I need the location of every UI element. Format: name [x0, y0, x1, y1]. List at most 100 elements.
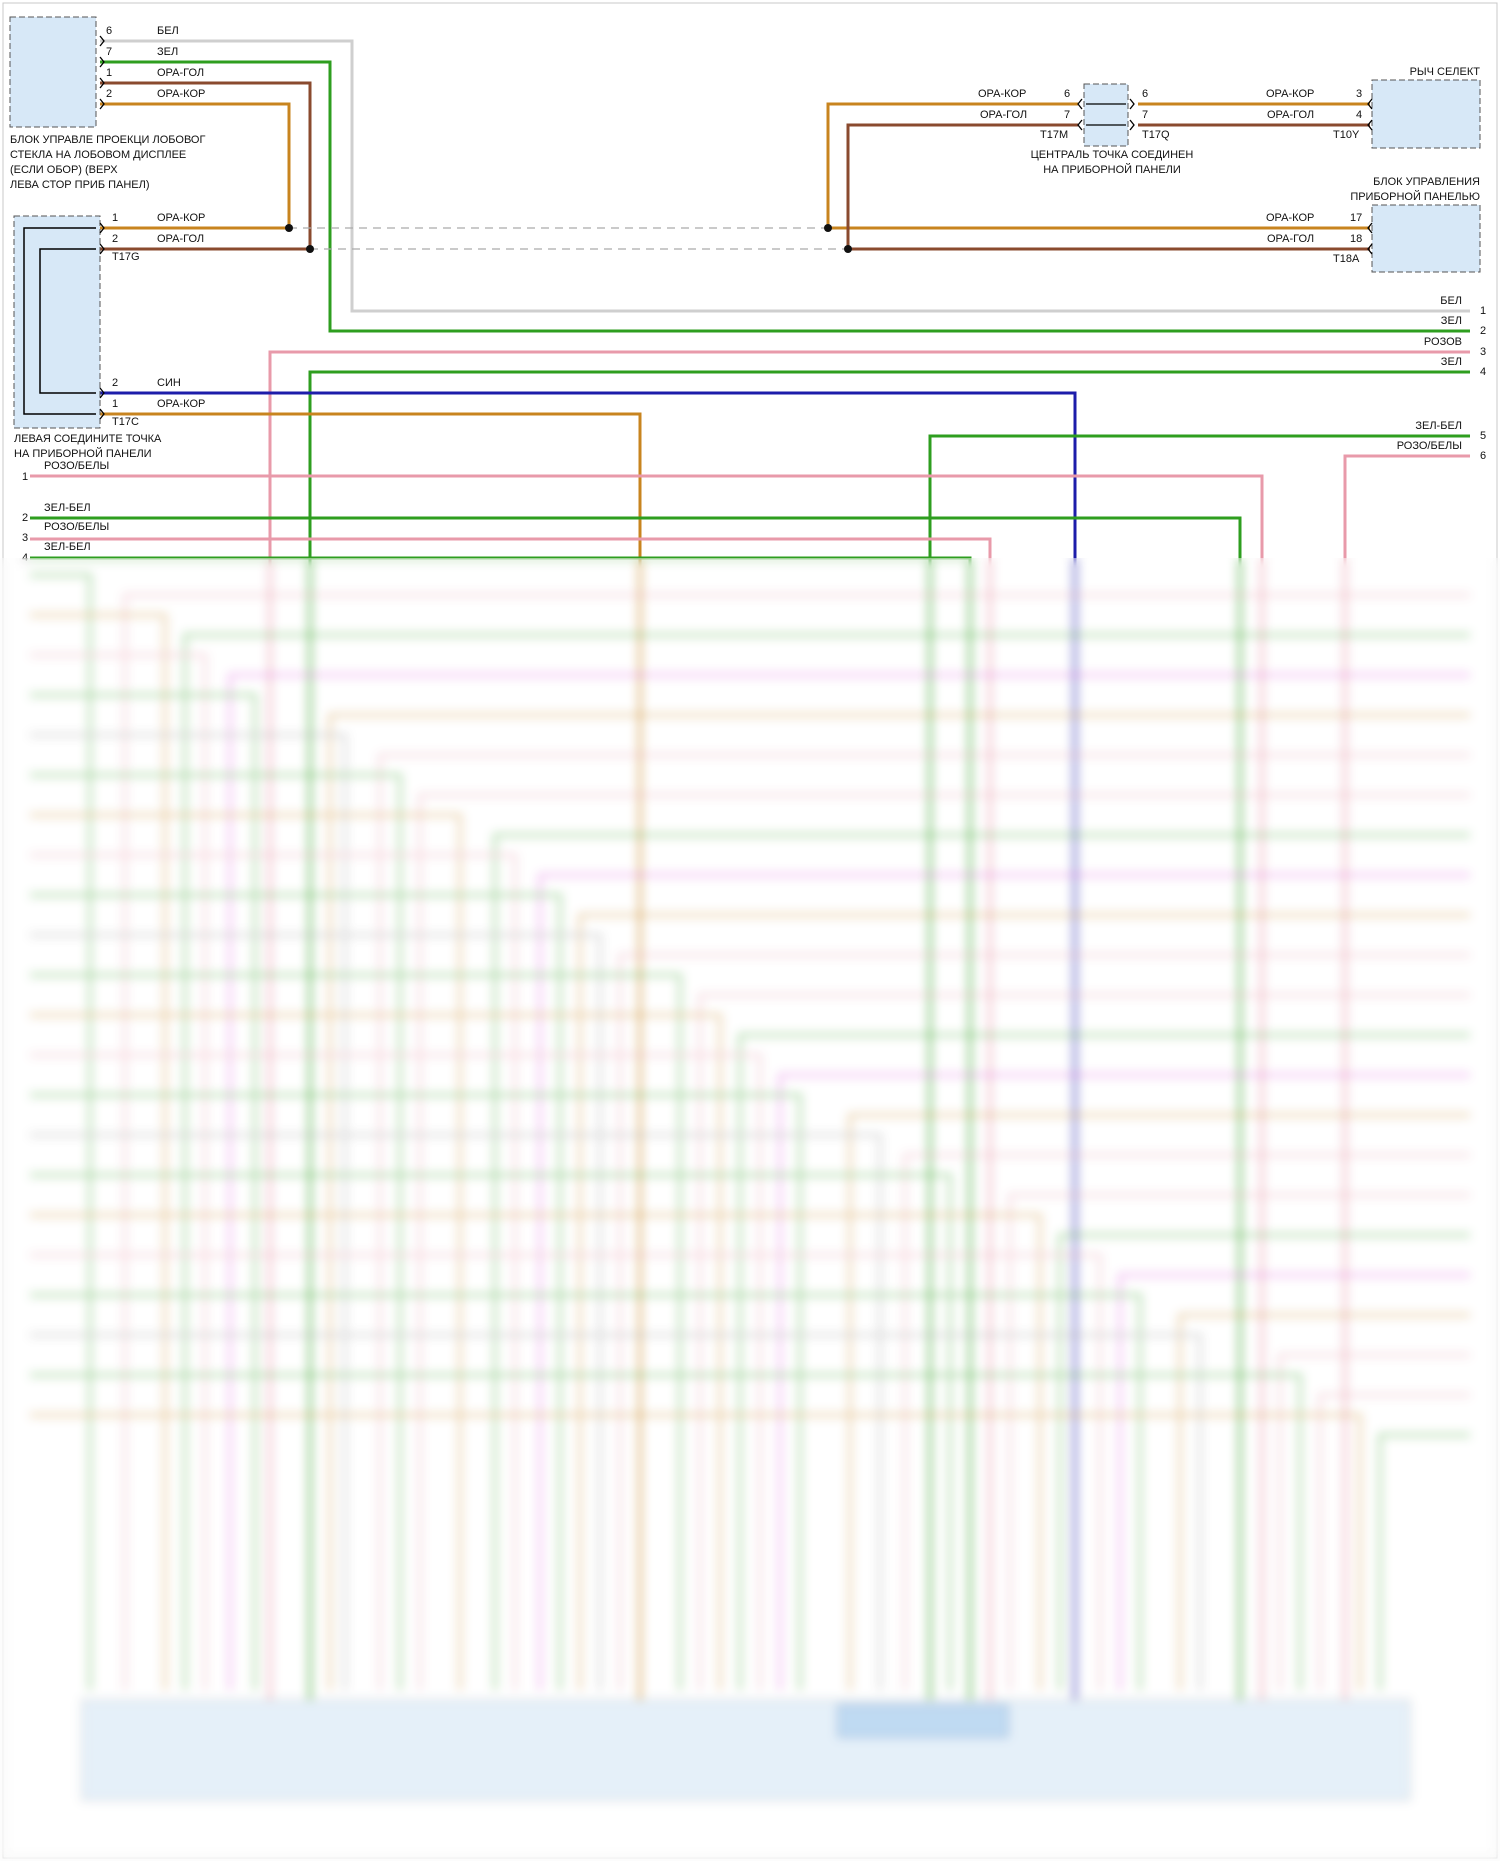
continuation-wire-label: ЗЕЛ	[1441, 356, 1462, 368]
splice-wire-label: СИН	[157, 377, 181, 389]
continuation-pin-number: 4	[22, 552, 28, 564]
splice-wire-label: ОРА-ГОЛ	[157, 233, 204, 245]
wire-hud-7-green	[100, 60, 1470, 333]
wire-right-3-pink	[268, 350, 1470, 1700]
splice-pin-number: 1	[112, 398, 118, 410]
hud-wire-label: ОРА-ГОЛ	[157, 67, 204, 79]
center-splice-title-line: НА ПРИБОРНОЙ ПАНЕЛИ	[1043, 163, 1181, 176]
blurred-wire	[578, 913, 1470, 1690]
chevron	[1077, 98, 1135, 131]
blurred-wire	[30, 1013, 722, 1690]
bottom-module-box	[81, 1699, 1411, 1801]
center-splice-labels: ОРА-КОР 6 ОРА-ГОЛ 7 6 7 T17M T17Q ЦЕНТРА…	[978, 88, 1193, 176]
blurred-wire	[30, 733, 347, 1690]
bottom-module-inner-box	[837, 1704, 1009, 1738]
blurred-wire	[778, 1073, 1470, 1690]
blurred-wire	[30, 1133, 882, 1690]
hud-pin-number: 2	[106, 88, 112, 100]
splice-pin-number: 2	[112, 377, 118, 389]
selector-pin-number: 3	[1356, 88, 1362, 100]
blurred-wire	[30, 573, 92, 1690]
cluster-title-line: БЛОК УПРАВЛЕНИЯ	[1373, 176, 1480, 188]
lower-wiring-field	[30, 573, 1470, 1690]
blurred-wire	[183, 633, 1470, 1690]
connector-id: T17C	[112, 416, 139, 428]
continuation-pin-number: 1	[22, 471, 28, 483]
hud-wire-label: ЗЕЛ	[157, 46, 178, 58]
splice-dots	[285, 224, 852, 253]
hud-labels: 6 БЕЛ 7 ЗЕЛ 1 ОРА-ГОЛ 2 ОРА-КОР БЛОК УПР…	[10, 25, 205, 191]
continuation-wire-label: БЕЛ	[1440, 295, 1462, 307]
blurred-wire	[698, 993, 1470, 1690]
blurred-wire	[1118, 1273, 1470, 1690]
blurred-wire	[30, 1213, 1042, 1690]
connector-chevrons	[99, 35, 1373, 420]
continuation-pin-number: 5	[1480, 430, 1486, 442]
splice-pin-number: 1	[112, 212, 118, 224]
continuation-pin-number: 3	[1480, 346, 1486, 358]
continuation-pin-number: 4	[1480, 366, 1486, 378]
wire-hud-1-orange-blue	[100, 81, 312, 251]
center-pin-number: 7	[1142, 109, 1148, 121]
chevron	[1367, 98, 1373, 255]
hud-title-line: БЛОК УПРАВЛЕ ПРОЕКЦИ ЛОБОВОГ	[10, 134, 205, 146]
connector-id: T17G	[112, 251, 140, 263]
blurred-wire	[30, 693, 257, 1690]
continuation-pin-number: 2	[1480, 325, 1486, 337]
left-splice-box	[13, 215, 101, 429]
blurred-wire	[30, 1093, 802, 1690]
center-splice-box	[1083, 83, 1129, 147]
connector-id: T10Y	[1333, 129, 1360, 141]
hud-wire-label: ОРА-КОР	[157, 88, 205, 100]
splice-wire-label: ОРА-КОР	[157, 398, 205, 410]
blurred-wire	[1318, 1393, 1470, 1690]
wire-left-1-pink-white	[30, 474, 1264, 1700]
splice-pin-number: 2	[112, 233, 118, 245]
selector-wire-label: ОРА-КОР	[1266, 88, 1314, 100]
blurred-wire	[30, 813, 462, 1690]
hud-control-module-box	[9, 16, 97, 128]
hud-title-line: (ЕСЛИ ОБОР) (ВЕРХ	[10, 164, 118, 176]
wire-right-6-pink-white	[1343, 454, 1470, 1700]
component-boxes	[9, 16, 1481, 429]
selector-wire-label: ОРА-ГОЛ	[1267, 109, 1314, 121]
continuation-pin-number: 6	[1480, 450, 1486, 462]
hud-title-line: СТЕКЛА НА ЛОБОВОМ ДИСПЛЕЕ	[10, 149, 186, 161]
wire-hud-2-orange-brown	[100, 102, 291, 230]
left-continuation-labels: 1 РОЗО/БЕЛЫ 2 ЗЕЛ-БЕЛ 3 РОЗО/БЕЛЫ 4 ЗЕЛ-…	[22, 460, 109, 564]
cluster-wire-label: ОРА-ГОЛ	[1267, 233, 1314, 245]
right-continuation-labels: БЕЛ 1 ЗЕЛ 2 РОЗОВ 3 ЗЕЛ 4 ЗЕЛ-БЕЛ 5 РОЗО…	[1397, 295, 1486, 462]
blurred-wire	[30, 853, 517, 1690]
connector-id: T17Q	[1142, 129, 1170, 141]
splice-dot	[306, 245, 314, 253]
wire-t17m-6	[826, 102, 1078, 228]
continuation-wire-label: РОЗОВ	[1424, 336, 1462, 348]
cluster-pin-number: 17	[1350, 212, 1362, 224]
continuation-wire-label: РОЗО/БЕЛЫ	[1397, 440, 1462, 452]
wire-left-4-green-white	[30, 556, 972, 1700]
blurred-wire	[30, 1253, 1102, 1690]
blurred-wire	[30, 653, 207, 1690]
left-splice-title-line: ЛЕВАЯ СОЕДИНИТЕ ТОЧКА	[14, 433, 162, 445]
connector-id: T17M	[1040, 129, 1068, 141]
bottom-control-module	[81, 1699, 1411, 1801]
cluster-wire-label: ОРА-КОР	[1266, 212, 1314, 224]
center-pin-number: 7	[1064, 109, 1070, 121]
blurred-wire	[618, 953, 1470, 1690]
hud-pin-number: 1	[106, 67, 112, 79]
blurred-wire	[30, 1053, 762, 1690]
continuation-pin-number: 2	[22, 512, 28, 524]
center-pin-number: 6	[1142, 88, 1148, 100]
center-wire-label: ОРА-ГОЛ	[980, 109, 1027, 121]
wire-t17m-7	[846, 123, 1078, 249]
hud-title-line: ЛЕВА СТОР ПРИБ ПАНЕЛ)	[10, 179, 150, 191]
blurred-wire	[418, 793, 1470, 1690]
continuation-pin-number: 3	[22, 532, 28, 544]
blurred-wire	[30, 1173, 952, 1690]
top-wires	[30, 39, 1470, 1700]
left-splice-jumper	[23, 227, 96, 415]
gear-selector-title: РЫЧ СЕЛЕКТ	[1410, 66, 1481, 78]
wire-hud-6-white	[100, 39, 1470, 313]
